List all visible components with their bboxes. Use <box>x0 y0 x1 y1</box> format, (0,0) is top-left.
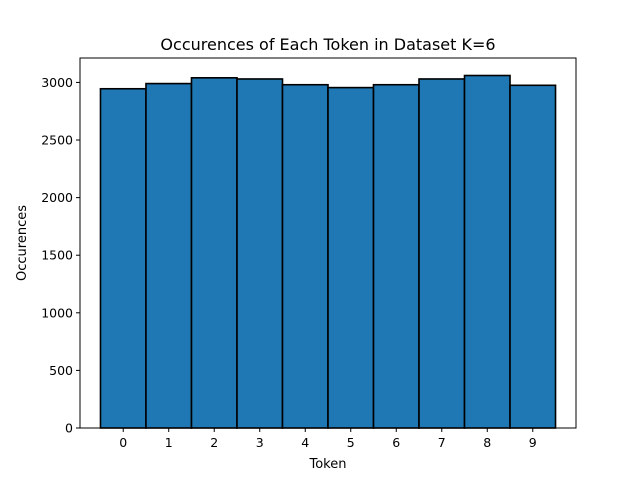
x-tick-label: 0 <box>119 435 127 450</box>
y-tick-label: 1000 <box>41 305 73 320</box>
bars-layer <box>99 74 557 429</box>
bar-token-0 <box>99 87 147 429</box>
bar-token-5 <box>327 86 375 429</box>
bar-token-8 <box>463 74 511 429</box>
y-axis-label: Occurences <box>15 205 30 281</box>
bar-token-2 <box>190 77 238 429</box>
x-axis-label: Token <box>309 457 347 472</box>
y-tick-label: 0 <box>65 421 73 436</box>
x-tick-label: 2 <box>210 435 218 450</box>
plot-frame <box>79 57 577 429</box>
y-tick-label: 2000 <box>41 190 73 205</box>
x-tick-label: 5 <box>347 435 355 450</box>
x-tick-label: 1 <box>165 435 173 450</box>
chart-title: Occurences of Each Token in Dataset K=6 <box>160 35 495 54</box>
bar-token-6 <box>372 83 420 429</box>
x-tick-label: 6 <box>392 435 400 450</box>
bar-token-7 <box>418 78 466 429</box>
x-tick-label: 4 <box>301 435 309 450</box>
bar-token-9 <box>509 84 557 429</box>
x-tick-label: 8 <box>483 435 491 450</box>
y-tick-label: 2500 <box>41 133 73 148</box>
x-tick-label: 7 <box>438 435 446 450</box>
x-tick-label: 3 <box>256 435 264 450</box>
x-axis-ticks: 0 1 2 3 4 5 6 7 8 9 <box>119 428 537 450</box>
y-tick-label: 500 <box>49 363 73 378</box>
bar-token-1 <box>145 82 193 429</box>
bar-token-4 <box>281 83 329 429</box>
x-tick-label: 9 <box>529 435 537 450</box>
y-tick-label: 1500 <box>41 248 73 263</box>
bar-token-3 <box>236 78 284 429</box>
y-axis-ticks: 0 500 1000 1500 2000 2500 3000 <box>41 75 80 436</box>
y-tick-label: 3000 <box>41 75 73 90</box>
